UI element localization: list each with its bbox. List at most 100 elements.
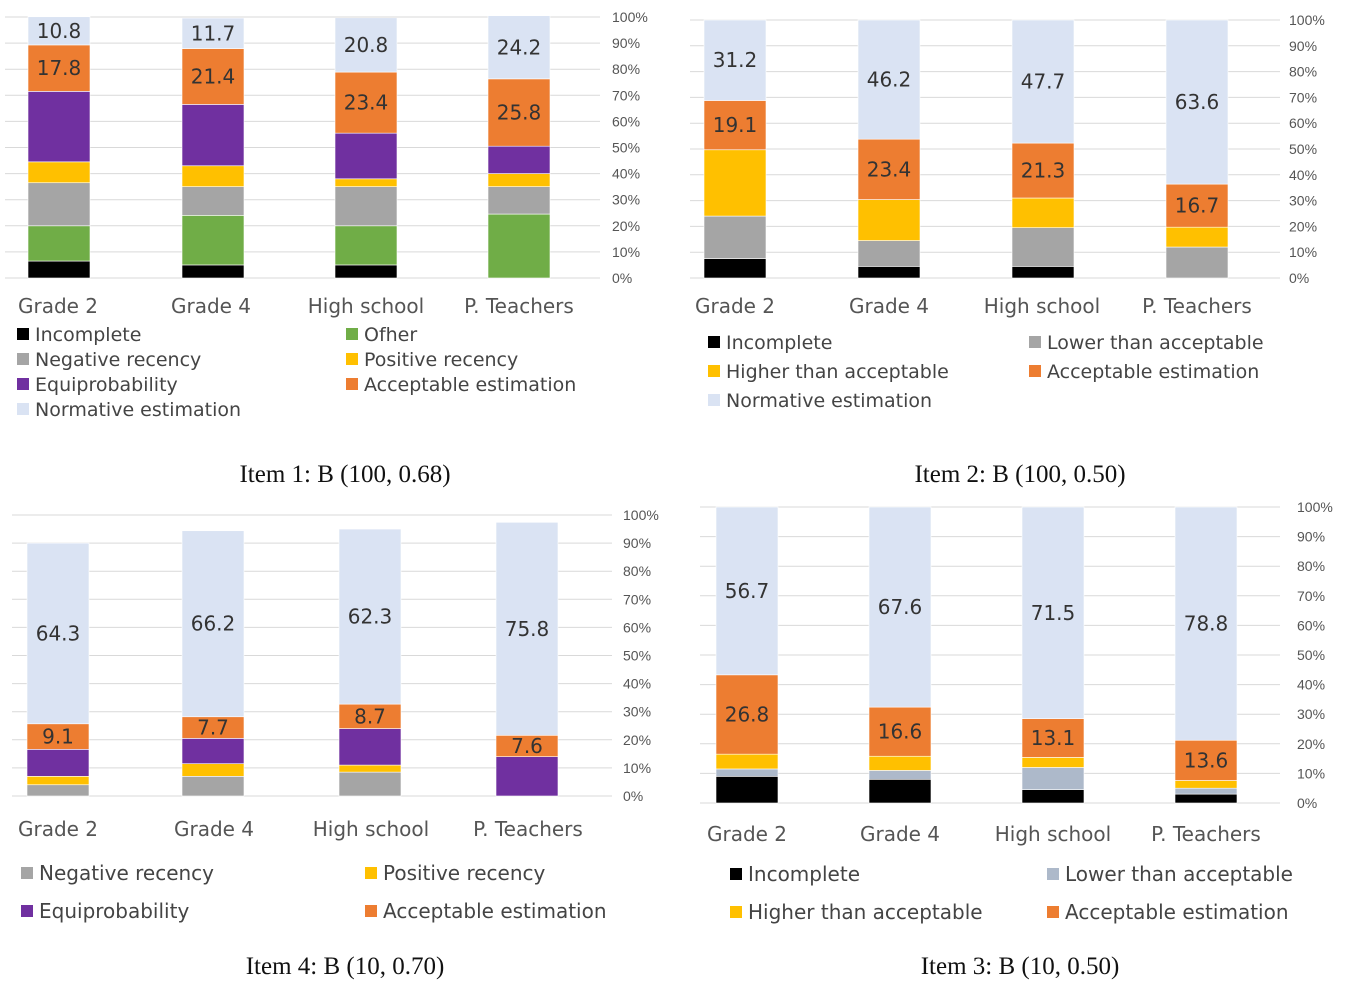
bar-segment [715,768,779,777]
bar-segment [868,506,932,708]
bar-segment [1011,19,1075,144]
category-label: P. Teachers [1142,294,1252,318]
data-label: 17.8 [37,56,82,80]
bar-segment [868,770,932,780]
y-tick-label: 50% [612,140,640,156]
category-label: Grade 4 [860,822,940,846]
y-tick-label: 10% [1297,765,1325,781]
bar-segment [868,706,932,757]
bar-segment [1174,787,1238,795]
bar-segment [26,749,90,777]
bar-segment [26,776,90,786]
bar-segment [338,728,402,766]
bar-segment [26,784,90,797]
legend-label: Incomplete [35,324,141,346]
bar-segment [181,17,245,49]
legend-label: Equiprobability [39,899,189,923]
legend-label: Acceptable estimation [383,899,607,923]
y-tick-label: 40% [1289,167,1317,183]
bar-segment [857,19,921,140]
bar-segment [181,48,245,105]
legend-label: Ofher [364,324,417,346]
bar-segment [181,530,245,718]
bar-segment [1165,183,1229,228]
legend-label: Positive recency [364,349,518,371]
legend-label: Acceptable estimation [1047,361,1259,383]
y-tick-label: 100% [1297,499,1333,515]
category-label: High school [313,817,429,841]
bar-segment [1011,142,1075,199]
legend-swatch [17,403,29,415]
bar-segment [334,178,398,187]
category-label: High school [995,822,1111,846]
y-tick-label: 10% [1289,244,1317,260]
bar-segment [487,15,551,80]
legend-label: Positive recency [383,861,546,885]
bar-segment [27,260,91,279]
bar-segment [1174,780,1238,789]
bar-segment [338,703,402,729]
bar-segment [181,104,245,167]
category-label: P. Teachers [1151,822,1261,846]
legend-swatch [17,378,29,390]
y-tick-label: 60% [612,113,640,129]
bar-segment [181,763,245,777]
bar-segment [1165,226,1229,248]
legend-swatch [730,906,742,918]
bar-segment [495,756,559,797]
legend-label: Equiprobability [35,374,178,396]
legend-swatch [346,353,358,365]
category-label: Grade 2 [695,294,775,318]
category-label: High school [984,294,1100,318]
data-label: 71.5 [1031,601,1076,625]
data-label: 23.4 [867,157,912,181]
bar-segment [703,149,767,217]
chart-item-1: 0% 10% 20% 30% 40% 50% 60% 70% 80% 90% 100% 17.8 10.… [5,9,648,421]
data-label: 67.6 [878,595,923,619]
data-label: 7.6 [511,734,543,758]
y-tick-label: 30% [612,192,640,208]
bar-segment [27,161,91,184]
y-tick-label: 90% [1297,529,1325,545]
y-tick-label: 80% [1289,64,1317,80]
category-label: Grade 2 [707,822,787,846]
bar-segment [857,138,921,200]
data-label: 25.8 [497,101,542,125]
bar-segment [27,225,91,262]
y-tick-label: 60% [623,619,651,635]
legend-swatch [1029,365,1041,377]
category-label: Grade 4 [849,294,929,318]
y-tick-label: 90% [1289,38,1317,54]
y-tick-label: 40% [623,676,651,692]
bar-segment [1165,19,1229,185]
category-label: Grade 4 [174,817,254,841]
bar-segment [857,199,921,241]
caption-item-4: Item 4: B (10, 0.70) [245,953,445,980]
data-label: 19.1 [713,113,758,137]
bar-segment [1165,246,1229,279]
data-label: 7.7 [197,716,229,740]
legend-label: Higher than acceptable [726,361,949,383]
bar-segment [27,91,91,163]
y-tick-label: 50% [1297,647,1325,663]
y-tick-label: 20% [1289,218,1317,234]
data-label: 16.6 [878,720,923,744]
bar-segment [715,776,779,804]
y-tick-label: 70% [612,87,640,103]
legend-swatch [708,394,720,406]
bar-segment [715,674,779,755]
bar-segment [715,506,779,676]
y-tick-label: 90% [623,535,651,551]
legend-swatch [730,868,742,880]
bar-segment [338,528,402,705]
data-label: 20.8 [344,33,389,57]
data-label: 31.2 [713,48,758,72]
y-tick-label: 50% [623,648,651,664]
y-tick-label: 100% [1289,12,1325,28]
legend-label: Higher than acceptable [748,900,983,924]
legend-swatch [708,336,720,348]
bar-segment [868,755,932,771]
y-tick-label: 100% [612,9,648,25]
y-tick-label: 70% [623,591,651,607]
